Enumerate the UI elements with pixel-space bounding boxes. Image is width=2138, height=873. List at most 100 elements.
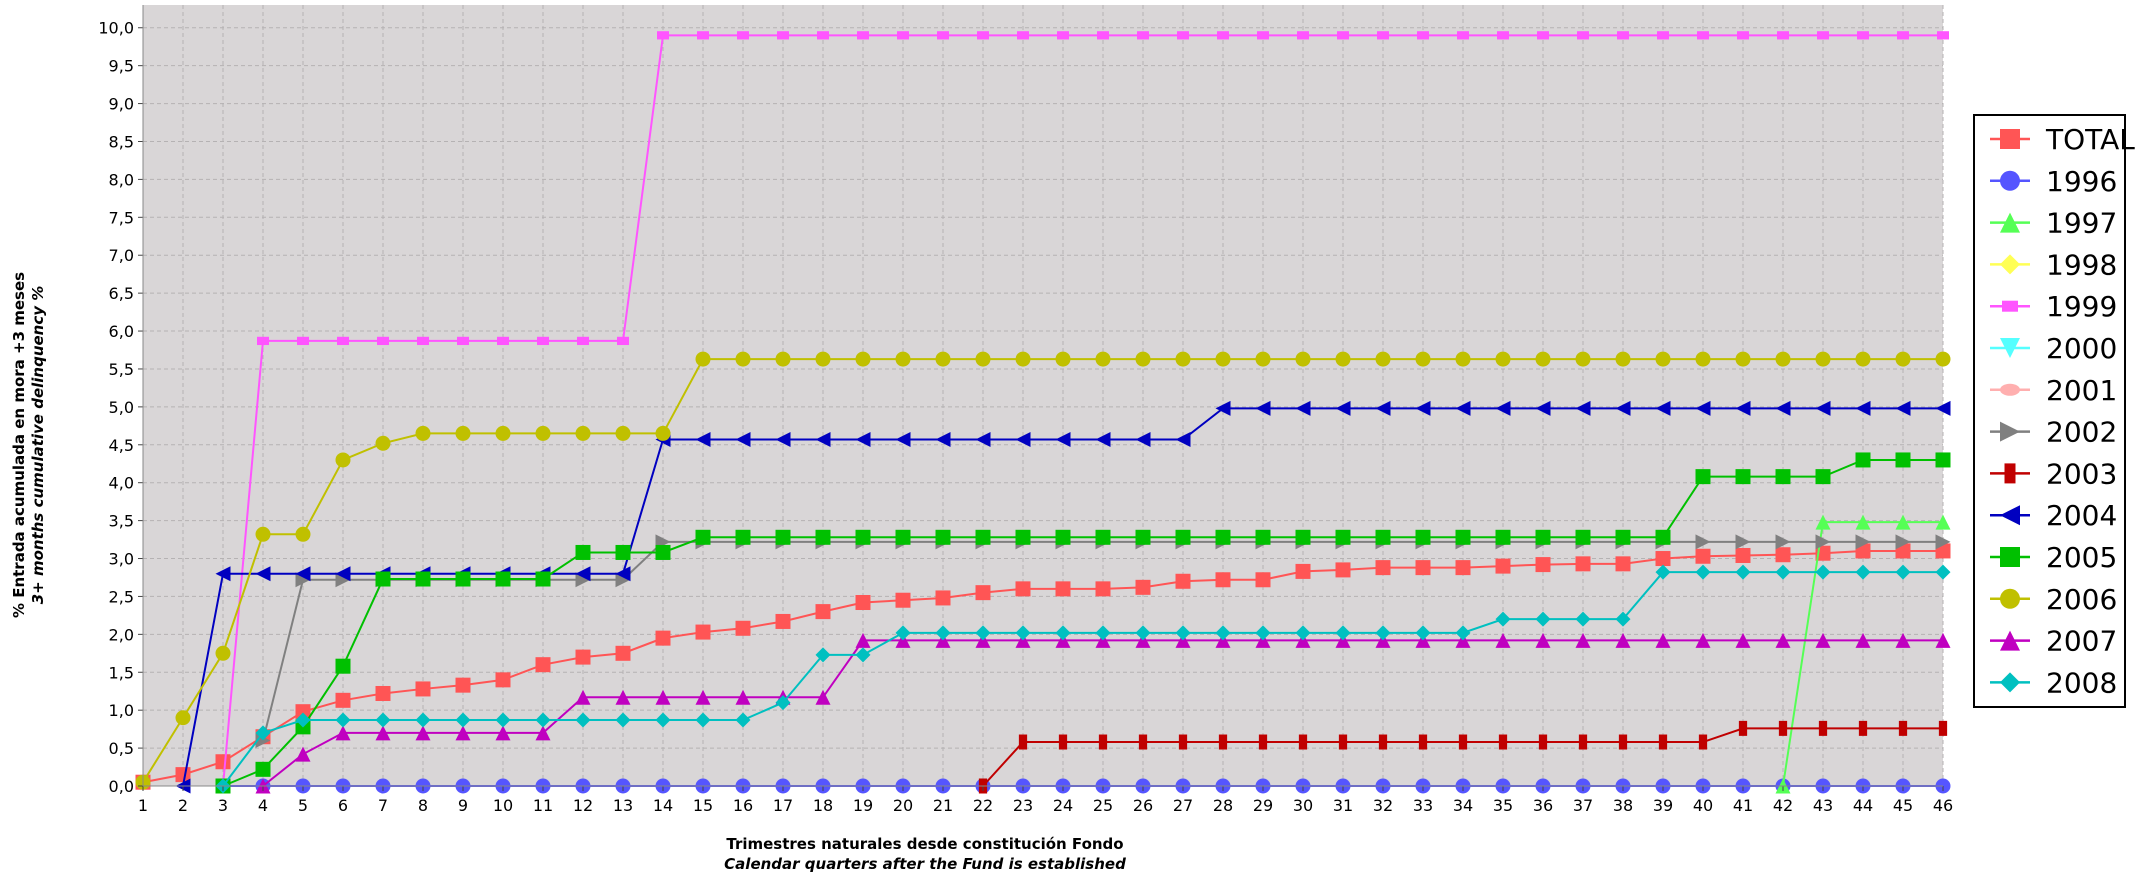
data-point-total: [1175, 573, 1191, 589]
data-point-2007: [1455, 632, 1471, 648]
data-point-2006: [1575, 351, 1591, 367]
data-point-1999: [577, 336, 589, 346]
data-point-2006: [215, 645, 231, 661]
data-point-1999: [697, 31, 709, 40]
data-point-2006: [1535, 351, 1551, 367]
data-point-1999: [1777, 31, 1789, 40]
x-tick-label: 41: [1733, 796, 1753, 815]
x-tick-label: 17: [773, 796, 793, 815]
data-point-total: [1215, 572, 1231, 588]
data-point-1999: [1897, 31, 1909, 40]
data-point-2003: [1538, 734, 1548, 750]
legend-label: 1996: [2046, 165, 2117, 198]
data-point-2008: [1815, 564, 1831, 580]
data-point-2004: [1015, 431, 1031, 447]
data-point-2007: [1495, 632, 1511, 648]
data-point-1999: [537, 336, 549, 346]
data-point-2006: [1135, 351, 1151, 367]
legend-item-2006: 2006: [1990, 583, 2117, 616]
data-point-1999: [937, 31, 949, 40]
data-point-2004: [935, 431, 951, 447]
x-tick-label: 20: [893, 796, 913, 815]
y-tick-label: 0,5: [109, 739, 134, 758]
data-point-total: [1415, 560, 1431, 576]
x-tick-label: 43: [1813, 796, 1833, 815]
data-point-2005: [1015, 529, 1031, 545]
data-point-2005: [335, 658, 351, 674]
data-point-2008: [575, 712, 591, 728]
data-point-2007: [1015, 632, 1031, 648]
x-tick-label: 23: [1013, 796, 1033, 815]
data-point-2008: [775, 695, 791, 711]
data-point-2008: [495, 712, 511, 728]
data-point-total: [695, 624, 711, 640]
x-tick-label: 28: [1213, 796, 1233, 815]
x-tick-label: 44: [1853, 796, 1873, 815]
data-point-total: [1695, 548, 1711, 564]
legend-label: 1998: [2046, 248, 2117, 281]
data-point-2004: [1695, 400, 1711, 416]
data-point-1999: [1577, 31, 1589, 40]
data-point-2002: [1735, 534, 1751, 550]
legend-item-2005: 2005: [1990, 541, 2117, 574]
y-tick-label: 10,0: [98, 19, 134, 38]
data-point-1999: [257, 336, 269, 346]
y-tick-label: 6,0: [109, 322, 134, 341]
data-point-2004: [1775, 400, 1791, 416]
data-point-2005: [895, 529, 911, 545]
data-point-2005: [615, 544, 631, 560]
data-point-2008: [1575, 611, 1591, 627]
data-point-2007: [695, 689, 711, 705]
data-point-2007: [1935, 632, 1951, 648]
data-point-2008: [1335, 625, 1351, 641]
series-2008: [215, 564, 1951, 794]
data-point-1999: [737, 31, 749, 40]
data-point-2004: [335, 566, 351, 582]
data-point-total: [1455, 560, 1471, 576]
x-tick-label: 14: [653, 796, 673, 815]
data-point-2003: [1578, 734, 1588, 750]
data-point-2004: [615, 566, 631, 582]
data-point-2005: [1615, 529, 1631, 545]
data-point-1999: [1297, 31, 1309, 40]
data-point-2007: [575, 689, 591, 705]
series-total: [135, 543, 1951, 790]
data-point-2006: [615, 425, 631, 441]
data-point-2003: [1498, 734, 1508, 750]
data-point-2004: [1615, 400, 1631, 416]
data-point-total: [1335, 562, 1351, 578]
data-point-2008: [1895, 564, 1911, 580]
legend-item-2003: 2003: [1990, 457, 2117, 490]
data-point-2007: [1655, 632, 1671, 648]
x-tick-label: 29: [1253, 796, 1273, 815]
legend-label: 2002: [2046, 416, 2117, 449]
data-point-2008: [1295, 625, 1311, 641]
y-tick-label: 6,5: [109, 284, 134, 303]
y-tick-label: 9,0: [109, 95, 134, 114]
axes: [138, 5, 1944, 791]
data-point-2008: [1735, 564, 1751, 580]
data-point-2006: [1255, 351, 1271, 367]
data-point-total: [615, 645, 631, 661]
y-tick-label: 0,0: [109, 777, 134, 796]
data-point-2008: [455, 712, 471, 728]
data-point-2006: [935, 351, 951, 367]
data-point-1997: [1855, 514, 1871, 530]
data-point-2002: [1775, 534, 1791, 550]
data-point-2003: [1018, 734, 1028, 750]
data-point-2005: [455, 571, 471, 587]
x-tick-label: 34: [1453, 796, 1473, 815]
data-point-1999: [777, 31, 789, 40]
data-point-2006: [1855, 351, 1871, 367]
data-point-2008: [1415, 625, 1431, 641]
data-point-2007: [1415, 632, 1431, 648]
data-point-2006: [1815, 351, 1831, 367]
data-point-2004: [1815, 400, 1831, 416]
data-point-2003: [1058, 734, 1068, 750]
data-point-total: [1655, 551, 1671, 567]
data-point-2003: [1458, 734, 1468, 750]
series-1997: [1775, 514, 1951, 794]
legend-swatch-marker: [2000, 421, 2020, 442]
x-tick-label: 42: [1773, 796, 1793, 815]
legend-swatch-marker: [2000, 212, 2020, 233]
